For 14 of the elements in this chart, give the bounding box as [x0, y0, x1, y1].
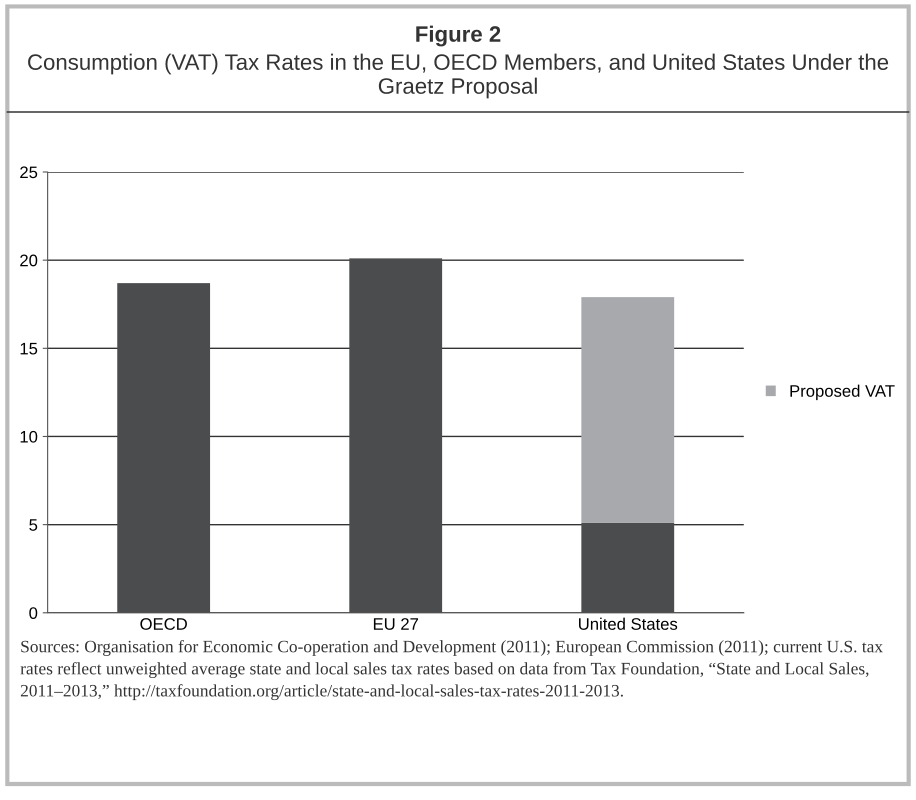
chart-title: Figure 2 [416, 26, 500, 46]
source-note: Sources: Organisation for Economic Co-operation and Development (2011); European Commission (2011); current U.S. tax rates reflect unweighted average state and local sales tax rates based on data from Tax Foundation, “State and Local Sales, 2011–2013,” http://taxfoundation.org/article/state-and-local-sales-tax-rates-2011-2013. [20, 640, 883, 700]
chart-subtitle: Consumption (VAT) Tax Rates in the EU, OECD Members, and United States Under the Graetz Proposal [28, 54, 888, 98]
y-tick-label: 0 [29, 607, 38, 620]
y-tick-label: 10 [20, 430, 38, 443]
x-tick-label: OECD [140, 618, 187, 630]
x-tick-label: United States [579, 618, 678, 630]
y-tick-label: 15 [20, 342, 38, 355]
y-tick-label: 25 [20, 166, 38, 178]
legend-label: Proposed VAT [790, 384, 895, 400]
bar [581, 297, 674, 523]
y-tick-label: 20 [20, 254, 38, 266]
y-tick-label: 5 [29, 519, 38, 531]
x-tick-label: EU 27 [374, 618, 418, 630]
